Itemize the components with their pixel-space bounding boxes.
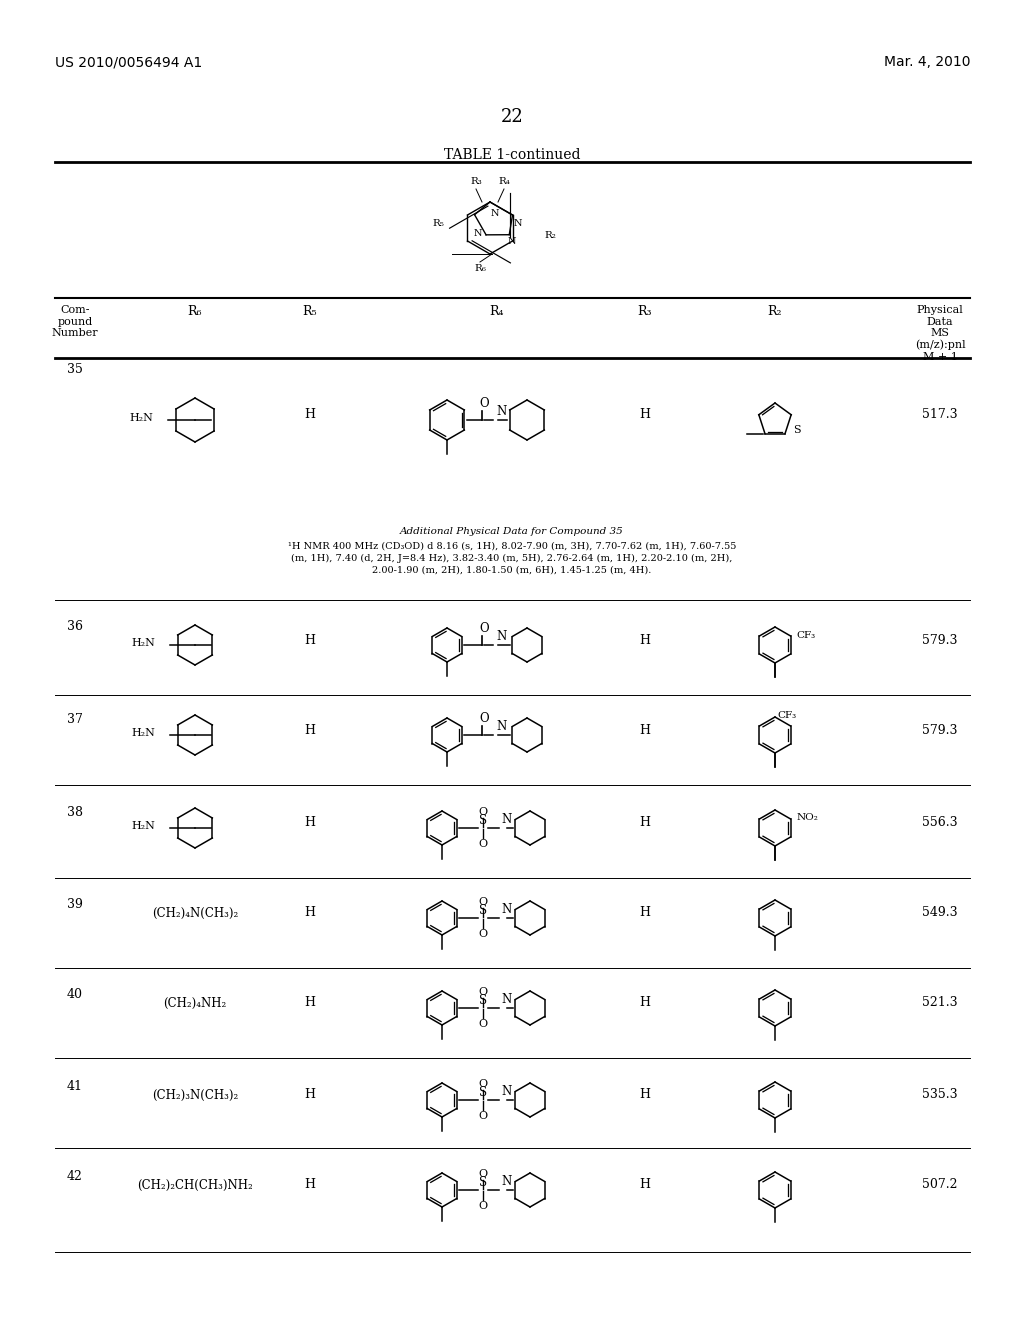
Text: ¹H NMR 400 MHz (CD₃OD) d 8.16 (s, 1H), 8.02-7.90 (m, 3H), 7.70-7.62 (m, 1H), 7.6: ¹H NMR 400 MHz (CD₃OD) d 8.16 (s, 1H), 8… bbox=[288, 543, 736, 550]
Text: R₃: R₃ bbox=[638, 305, 652, 318]
Text: (CH₂)₃N(CH₃)₂: (CH₂)₃N(CH₃)₂ bbox=[152, 1089, 239, 1101]
Text: H: H bbox=[304, 1179, 315, 1192]
Text: H₂N: H₂N bbox=[131, 638, 155, 648]
Text: 22: 22 bbox=[501, 108, 523, 125]
Text: R₅: R₅ bbox=[432, 219, 444, 228]
Text: NO₂: NO₂ bbox=[796, 813, 818, 822]
Text: O: O bbox=[478, 1111, 487, 1121]
Text: H: H bbox=[640, 723, 650, 737]
Text: H: H bbox=[304, 817, 315, 829]
Text: US 2010/0056494 A1: US 2010/0056494 A1 bbox=[55, 55, 203, 69]
Text: H: H bbox=[304, 723, 315, 737]
Text: 556.3: 556.3 bbox=[923, 817, 957, 829]
Text: N: N bbox=[474, 228, 482, 238]
Text: H: H bbox=[304, 997, 315, 1010]
Text: (CH₂)₄NH₂: (CH₂)₄NH₂ bbox=[164, 997, 226, 1010]
Text: O: O bbox=[479, 622, 488, 635]
Text: S: S bbox=[479, 994, 487, 1007]
Text: H: H bbox=[304, 408, 315, 421]
Text: R₄: R₄ bbox=[498, 177, 510, 186]
Text: R₆: R₆ bbox=[187, 305, 203, 318]
Text: Physical
Data
MS
(m/z):pnl
M + 1: Physical Data MS (m/z):pnl M + 1 bbox=[914, 305, 966, 362]
Text: O: O bbox=[479, 711, 488, 725]
Text: 579.3: 579.3 bbox=[923, 723, 957, 737]
Text: S: S bbox=[479, 1086, 487, 1100]
Text: R₂: R₂ bbox=[545, 231, 557, 240]
Text: CF₃: CF₃ bbox=[796, 631, 815, 639]
Text: R₅: R₅ bbox=[303, 305, 317, 318]
Text: H: H bbox=[640, 634, 650, 647]
Text: O: O bbox=[478, 807, 487, 817]
Text: 517.3: 517.3 bbox=[923, 408, 957, 421]
Text: O: O bbox=[478, 1019, 487, 1030]
Text: H: H bbox=[304, 634, 315, 647]
Text: H: H bbox=[640, 997, 650, 1010]
Text: O: O bbox=[478, 1201, 487, 1210]
Text: N: N bbox=[496, 719, 506, 733]
Text: 507.2: 507.2 bbox=[923, 1179, 957, 1192]
Text: H: H bbox=[304, 907, 315, 920]
Text: H: H bbox=[640, 1179, 650, 1192]
Text: O: O bbox=[478, 1078, 487, 1089]
Text: S: S bbox=[479, 1176, 487, 1189]
Text: 549.3: 549.3 bbox=[923, 907, 957, 920]
Text: H₂N: H₂N bbox=[131, 821, 155, 832]
Text: O: O bbox=[478, 1170, 487, 1179]
Text: CF₃: CF₃ bbox=[777, 710, 796, 719]
Text: N: N bbox=[501, 993, 511, 1006]
Text: 2.00-1.90 (m, 2H), 1.80-1.50 (m, 6H), 1.45-1.25 (m, 4H).: 2.00-1.90 (m, 2H), 1.80-1.50 (m, 6H), 1.… bbox=[373, 566, 651, 576]
Text: 41: 41 bbox=[67, 1080, 83, 1093]
Text: H: H bbox=[640, 817, 650, 829]
Text: Mar. 4, 2010: Mar. 4, 2010 bbox=[884, 55, 970, 69]
Text: 37: 37 bbox=[67, 713, 83, 726]
Text: 40: 40 bbox=[67, 987, 83, 1001]
Text: O: O bbox=[478, 987, 487, 997]
Text: S: S bbox=[479, 814, 487, 828]
Text: R₄: R₄ bbox=[489, 305, 504, 318]
Text: N: N bbox=[490, 210, 500, 219]
Text: N: N bbox=[496, 630, 506, 643]
Text: H: H bbox=[640, 1089, 650, 1101]
Text: 42: 42 bbox=[67, 1170, 83, 1183]
Text: N: N bbox=[501, 1175, 511, 1188]
Text: R₂: R₂ bbox=[768, 305, 782, 318]
Text: S: S bbox=[793, 425, 801, 436]
Text: N: N bbox=[508, 238, 516, 247]
Text: N: N bbox=[501, 813, 511, 826]
Text: 39: 39 bbox=[67, 898, 83, 911]
Text: N: N bbox=[501, 1085, 511, 1098]
Text: H₂N: H₂N bbox=[129, 413, 153, 422]
Text: 35: 35 bbox=[67, 363, 83, 376]
Text: (m, 1H), 7.40 (d, 2H, J=8.4 Hz), 3.82-3.40 (m, 5H), 2.76-2.64 (m, 1H), 2.20-2.10: (m, 1H), 7.40 (d, 2H, J=8.4 Hz), 3.82-3.… bbox=[291, 554, 733, 564]
Text: O: O bbox=[478, 840, 487, 849]
Text: H: H bbox=[640, 907, 650, 920]
Text: N: N bbox=[496, 405, 506, 418]
Text: Additional Physical Data for Compound 35: Additional Physical Data for Compound 35 bbox=[400, 527, 624, 536]
Text: (CH₂)₄N(CH₃)₂: (CH₂)₄N(CH₃)₂ bbox=[152, 907, 239, 920]
Text: (CH₂)₂CH(CH₃)NH₂: (CH₂)₂CH(CH₃)NH₂ bbox=[137, 1179, 253, 1192]
Text: H₂N: H₂N bbox=[131, 729, 155, 738]
Text: 535.3: 535.3 bbox=[923, 1089, 957, 1101]
Text: N: N bbox=[514, 219, 522, 227]
Text: O: O bbox=[478, 898, 487, 907]
Text: 38: 38 bbox=[67, 807, 83, 818]
Text: O: O bbox=[478, 929, 487, 939]
Text: 36: 36 bbox=[67, 620, 83, 634]
Text: H: H bbox=[640, 408, 650, 421]
Text: N: N bbox=[501, 903, 511, 916]
Text: O: O bbox=[479, 397, 488, 411]
Text: 521.3: 521.3 bbox=[923, 997, 957, 1010]
Text: TABLE 1-continued: TABLE 1-continued bbox=[443, 148, 581, 162]
Text: Com-
pound
Number: Com- pound Number bbox=[51, 305, 98, 338]
Text: 579.3: 579.3 bbox=[923, 634, 957, 647]
Text: R₃: R₃ bbox=[470, 177, 482, 186]
Text: R₆: R₆ bbox=[474, 264, 486, 273]
Text: H: H bbox=[304, 1089, 315, 1101]
Text: S: S bbox=[479, 904, 487, 917]
